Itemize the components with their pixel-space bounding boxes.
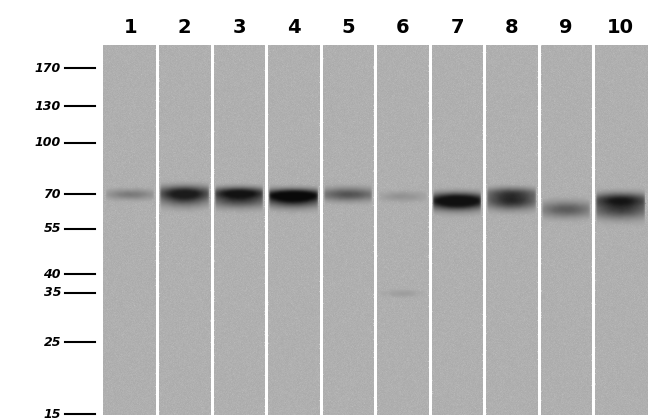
Text: 35: 35 (44, 286, 61, 300)
Text: 25: 25 (44, 336, 61, 349)
Text: 55: 55 (44, 222, 61, 235)
Text: 130: 130 (34, 99, 61, 112)
Text: 6: 6 (396, 18, 410, 37)
Text: 4: 4 (287, 18, 300, 37)
Text: 5: 5 (341, 18, 355, 37)
Text: 10: 10 (607, 18, 634, 37)
Text: 7: 7 (450, 18, 464, 37)
Text: 9: 9 (560, 18, 573, 37)
Text: 15: 15 (44, 408, 61, 418)
Text: 70: 70 (44, 188, 61, 201)
Text: 3: 3 (233, 18, 246, 37)
Text: 8: 8 (505, 18, 519, 37)
Text: 40: 40 (44, 268, 61, 280)
Text: 2: 2 (178, 18, 192, 37)
Text: 170: 170 (34, 61, 61, 74)
Text: 100: 100 (34, 137, 61, 150)
Text: 1: 1 (124, 18, 137, 37)
